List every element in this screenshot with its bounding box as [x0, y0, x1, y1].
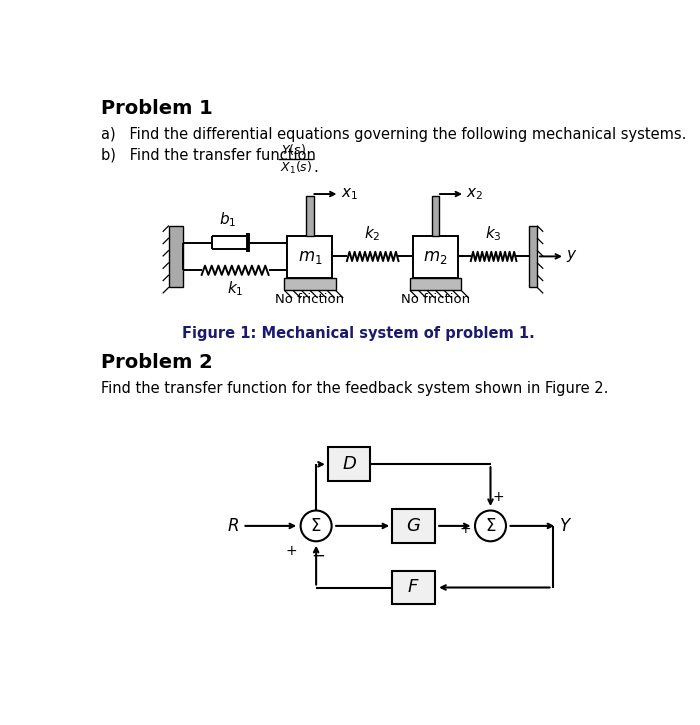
Text: a)   Find the differential equations governing the following mechanical systems.: a) Find the differential equations gover…	[102, 127, 687, 142]
Circle shape	[475, 510, 506, 542]
Bar	[392, 509, 435, 543]
Bar	[288, 236, 332, 278]
Text: $X_1(s)$: $X_1(s)$	[280, 160, 312, 176]
Text: $m_1$: $m_1$	[298, 248, 322, 266]
Text: $-$: $-$	[311, 546, 325, 564]
Text: $m_2$: $m_2$	[424, 248, 448, 266]
Text: $x_2$: $x_2$	[466, 186, 484, 202]
Bar	[306, 196, 314, 236]
Bar	[392, 571, 435, 605]
Bar	[529, 225, 537, 287]
Text: No friction: No friction	[275, 294, 344, 307]
Text: No friction: No friction	[401, 294, 470, 307]
Text: $Y(s)$: $Y(s)$	[281, 142, 306, 157]
Text: $k_2$: $k_2$	[365, 224, 381, 243]
Bar	[410, 278, 461, 290]
Text: $x_1$: $x_1$	[341, 186, 358, 202]
Bar	[432, 196, 440, 236]
Text: $\Sigma$: $\Sigma$	[485, 517, 496, 535]
Bar	[328, 447, 370, 481]
Bar	[413, 236, 458, 278]
Bar	[284, 278, 335, 290]
Text: $k_3$: $k_3$	[485, 224, 502, 243]
Bar	[169, 225, 183, 287]
Text: $b_1$: $b_1$	[218, 210, 236, 228]
Text: .: .	[314, 160, 318, 175]
Text: $\Sigma$: $\Sigma$	[310, 517, 322, 535]
Text: +: +	[285, 544, 297, 558]
Text: R: R	[227, 517, 239, 535]
Text: Figure 1: Mechanical system of problem 1.: Figure 1: Mechanical system of problem 1…	[183, 326, 535, 341]
Text: Y: Y	[560, 517, 570, 535]
Text: Problem 2: Problem 2	[102, 352, 214, 372]
Text: Problem 1: Problem 1	[102, 99, 214, 118]
Text: Find the transfer function for the feedback system shown in Figure 2.: Find the transfer function for the feedb…	[102, 381, 609, 396]
Text: $y$: $y$	[566, 249, 578, 265]
Text: F: F	[408, 579, 418, 597]
Text: +: +	[459, 522, 471, 536]
Text: D: D	[342, 455, 356, 473]
Circle shape	[300, 510, 332, 542]
Text: G: G	[406, 517, 420, 535]
Text: +: +	[493, 490, 505, 505]
Text: $k_1$: $k_1$	[227, 280, 244, 298]
Text: b)   Find the transfer function: b) Find the transfer function	[102, 147, 321, 162]
